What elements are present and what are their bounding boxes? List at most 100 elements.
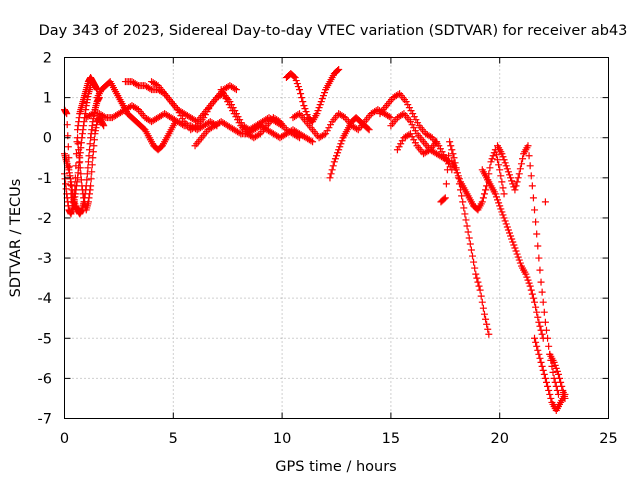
data-point (498, 208, 506, 216)
data-point (500, 190, 508, 198)
data-point (200, 114, 208, 122)
data-point (233, 116, 241, 124)
data-point (335, 66, 343, 74)
data-point (475, 282, 483, 290)
data-point (292, 77, 300, 85)
data-point (553, 367, 561, 375)
data-point (406, 118, 414, 126)
data-point (179, 115, 187, 123)
data-point (514, 253, 522, 261)
data-point (501, 159, 509, 167)
data-point (398, 137, 406, 145)
data-point (217, 86, 225, 94)
data-point (294, 83, 302, 91)
y-tick-label: 0 (43, 131, 52, 147)
data-point (296, 134, 304, 142)
data-point (328, 166, 336, 174)
data-point (452, 166, 460, 174)
x-axis-label: GPS time / hours (275, 459, 396, 475)
data-point (482, 186, 490, 194)
data-point (410, 124, 418, 132)
data-point (531, 298, 539, 306)
data-point (84, 164, 92, 172)
data-point (411, 139, 419, 147)
x-tick-label: 15 (382, 431, 400, 447)
data-point (527, 286, 535, 294)
data-point (318, 95, 326, 103)
data-point (232, 113, 240, 121)
data-point (533, 342, 541, 350)
data-point (274, 117, 282, 125)
data-point (442, 180, 450, 188)
data-point (484, 325, 492, 333)
data-point (531, 334, 539, 342)
data-point (327, 121, 335, 129)
data-point (319, 92, 327, 100)
data-point (470, 258, 478, 266)
x-tick-label: 5 (169, 431, 178, 447)
data-point (314, 107, 322, 115)
data-point (402, 98, 410, 106)
data-point (479, 304, 487, 312)
data-point (455, 175, 463, 183)
data-point (495, 161, 503, 169)
data-point (90, 142, 98, 150)
data-point (337, 140, 345, 148)
data-point (75, 146, 83, 154)
data-point (509, 238, 517, 246)
data-point (395, 143, 403, 151)
data-point (229, 107, 237, 115)
x-tick-label: 25 (599, 431, 617, 447)
data-point (334, 67, 342, 75)
data-point (224, 98, 232, 106)
y-tick-label: -5 (38, 331, 52, 347)
data-point (516, 165, 524, 173)
data-point (501, 217, 509, 225)
data-point (232, 86, 240, 94)
data-point (544, 382, 552, 390)
data-point (512, 247, 520, 255)
data-point (398, 111, 406, 119)
data-point (488, 155, 496, 163)
data-point (293, 80, 301, 88)
data-point (316, 101, 324, 109)
data-point (492, 193, 500, 201)
series-sat-q (437, 138, 493, 338)
data-point (408, 133, 416, 141)
data-point (192, 123, 200, 131)
series-outlier (541, 198, 549, 206)
data-point (546, 390, 554, 398)
data-point (327, 170, 335, 178)
data-point (333, 152, 340, 160)
series-sat-s (478, 166, 547, 342)
data-point (230, 110, 238, 118)
data-point (507, 232, 515, 240)
data-point (220, 92, 228, 100)
data-point (503, 165, 511, 173)
data-point (177, 112, 185, 120)
data-point (329, 162, 337, 170)
data-point (540, 370, 548, 378)
data-point (496, 166, 504, 174)
data-point (541, 374, 549, 382)
data-point (290, 73, 298, 81)
data-point (517, 160, 525, 168)
data-point (90, 136, 98, 144)
data-point (404, 101, 412, 109)
y-tick-label: -6 (38, 371, 52, 387)
data-point (557, 378, 565, 386)
data-point (480, 310, 488, 318)
data-point (387, 114, 395, 122)
data-point (541, 318, 549, 326)
data-point (516, 259, 524, 267)
x-tick-label: 20 (490, 431, 508, 447)
data-point (297, 90, 305, 98)
y-tick-label: -4 (38, 291, 52, 307)
data-point (338, 137, 346, 145)
data-point (545, 342, 553, 350)
data-point (412, 116, 420, 124)
data-point (321, 89, 329, 97)
data-point (235, 119, 243, 127)
data-point (326, 174, 334, 182)
